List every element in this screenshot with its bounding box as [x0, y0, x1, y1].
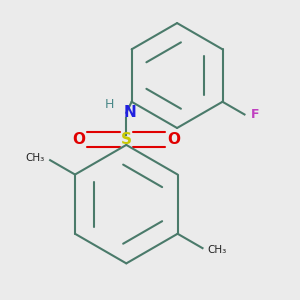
Text: O: O	[72, 132, 86, 147]
Text: S: S	[121, 132, 132, 147]
Text: CH₃: CH₃	[208, 245, 227, 255]
Text: H: H	[105, 98, 114, 111]
Text: F: F	[250, 108, 259, 121]
Text: CH₃: CH₃	[26, 154, 45, 164]
Text: O: O	[167, 132, 180, 147]
Text: N: N	[123, 105, 136, 120]
